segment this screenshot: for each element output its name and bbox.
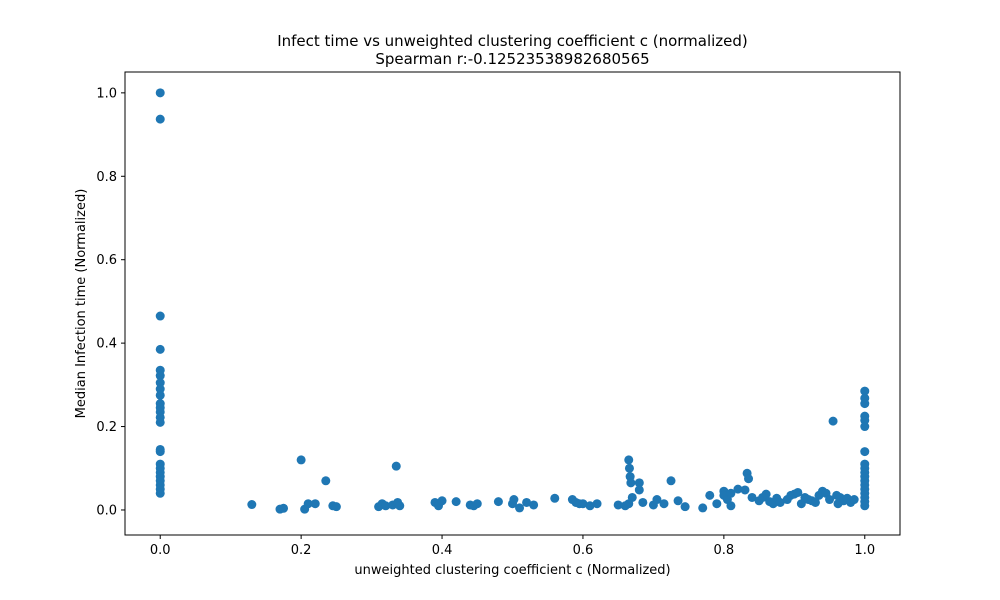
data-point (155, 488, 165, 498)
y-tick-label: 0.8 (96, 170, 117, 185)
x-tick-label: 0.2 (291, 543, 312, 558)
data-point (155, 371, 165, 381)
data-point (381, 501, 391, 511)
data-point (680, 502, 690, 512)
y-tick-label: 1.0 (96, 86, 117, 101)
data-point (673, 496, 683, 506)
data-point (849, 495, 859, 505)
data-point (391, 461, 401, 471)
data-point (860, 447, 870, 457)
data-point (698, 503, 708, 513)
data-point (522, 497, 532, 507)
y-tick-label: 0.0 (96, 503, 117, 518)
y-tick-label: 0.2 (96, 420, 117, 435)
data-point (155, 344, 165, 354)
data-point (509, 495, 519, 505)
y-axis-label: Median Infection time (Normalized) (74, 189, 89, 419)
data-point (155, 88, 165, 98)
data-point (747, 492, 757, 502)
data-point (860, 422, 870, 432)
data-point (155, 311, 165, 321)
chart-subtitle: Spearman r:-0.12523538982680565 (375, 50, 649, 68)
data-point (634, 478, 644, 488)
data-point (395, 501, 405, 511)
data-points (155, 88, 870, 514)
data-point (155, 390, 165, 400)
data-point (515, 503, 525, 513)
data-point (860, 415, 870, 425)
data-point (744, 474, 754, 484)
data-point (592, 499, 602, 509)
chart-title: Infect time vs unweighted clustering coe… (277, 32, 748, 50)
data-point (155, 378, 165, 388)
data-point (652, 495, 662, 505)
x-tick-label: 0.4 (432, 543, 453, 558)
data-point (810, 497, 820, 507)
data-point (321, 476, 331, 486)
data-point (620, 501, 630, 511)
data-point (550, 493, 560, 503)
data-point (860, 399, 870, 409)
data-point (860, 386, 870, 396)
x-axis-label: unweighted clustering coefficient c (Nor… (354, 563, 670, 578)
data-point (613, 500, 623, 510)
data-point (451, 497, 461, 507)
data-point (155, 447, 165, 457)
x-tick-label: 1.0 (854, 543, 875, 558)
data-point (793, 487, 803, 497)
data-point (155, 114, 165, 124)
data-point (666, 476, 676, 486)
data-point (310, 499, 320, 509)
data-point (529, 500, 539, 510)
data-point (155, 417, 165, 427)
data-point (303, 499, 313, 509)
x-axis-ticks: 0.0 0.2 0.4 0.6 0.8 1.0 (150, 535, 875, 558)
data-point (705, 490, 715, 500)
data-point (296, 455, 306, 465)
data-point (279, 503, 289, 513)
y-tick-label: 0.6 (96, 253, 117, 268)
data-point (624, 463, 634, 473)
x-tick-label: 0.0 (150, 543, 171, 558)
data-point (761, 489, 771, 499)
y-tick-label: 0.4 (96, 337, 117, 352)
data-point (825, 495, 835, 505)
data-point (828, 416, 838, 426)
x-tick-label: 0.8 (714, 543, 735, 558)
data-point (624, 455, 634, 465)
y-axis-ticks: 0.0 0.2 0.4 0.6 0.8 1.0 (96, 86, 125, 518)
data-point (638, 497, 648, 507)
data-point (634, 485, 644, 495)
data-point (472, 499, 482, 509)
data-point (712, 499, 722, 509)
data-point (733, 484, 743, 494)
plot-area-frame (124, 71, 901, 536)
data-point (155, 384, 165, 394)
data-point (626, 478, 636, 488)
data-point (437, 496, 447, 506)
data-point (493, 497, 503, 507)
data-point (331, 502, 341, 512)
data-point (860, 501, 870, 511)
data-point (585, 501, 595, 511)
x-tick-label: 0.6 (573, 543, 594, 558)
data-point (740, 485, 750, 495)
data-point (775, 497, 785, 507)
data-point (726, 501, 736, 511)
data-point (578, 499, 588, 509)
data-point (247, 500, 257, 510)
data-point (659, 499, 669, 509)
data-point (726, 488, 736, 498)
